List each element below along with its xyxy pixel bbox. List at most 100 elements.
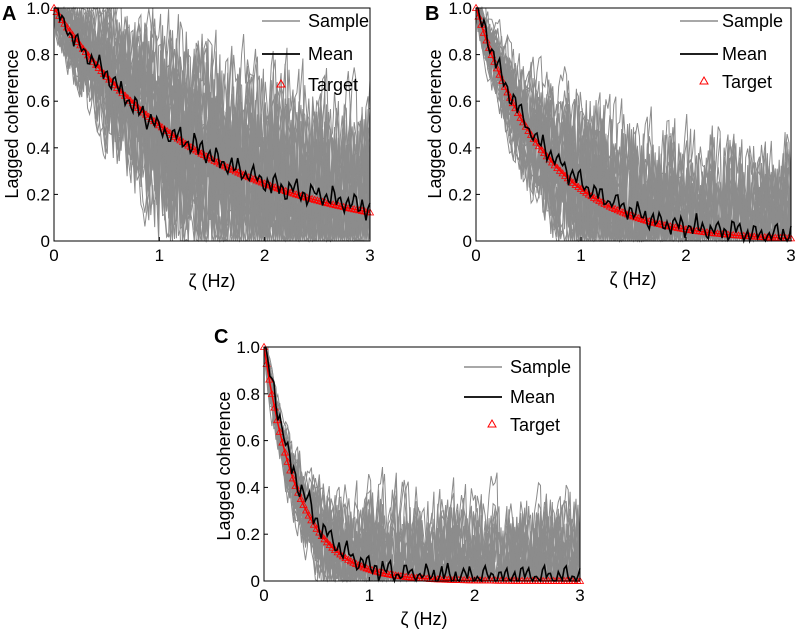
y-tick-label: 0.2 xyxy=(236,525,260,544)
panel-b-legend: Sample Mean Target xyxy=(680,11,783,92)
target-marker xyxy=(575,576,585,584)
target-marker xyxy=(537,145,546,153)
x-tick-label: 3 xyxy=(365,246,374,265)
panel-c-axes: 0 1 2 3 0 0.2 0.4 0.6 0.8 1.0 xyxy=(236,338,584,605)
target-marker xyxy=(320,535,329,543)
x-tick-label: 3 xyxy=(575,586,584,605)
target-marker xyxy=(304,511,313,519)
y-tick-label: 0.4 xyxy=(448,139,472,158)
y-tick-label: 0.8 xyxy=(236,385,260,404)
target-marker xyxy=(482,36,491,44)
legend-target-label: Target xyxy=(722,72,772,92)
panel-a: A 0 1 2 3 0 0.2 0.4 0.6 0.8 1.0 Sample Mean Targe… xyxy=(2,0,375,291)
x-tick-label: 0 xyxy=(259,586,268,605)
target-marker xyxy=(89,57,98,65)
target-marker xyxy=(350,205,359,213)
target-marker xyxy=(275,427,284,435)
panel-a-legend: Sample Mean Target xyxy=(262,11,369,95)
legend-target-marker xyxy=(699,75,709,85)
panel-b-mean xyxy=(476,7,792,244)
x-tick-label: 2 xyxy=(260,246,269,265)
target-marker xyxy=(490,57,499,65)
x-tick-label: 1 xyxy=(155,246,164,265)
y-tick-label: 0.4 xyxy=(236,478,260,497)
panel-a-mean xyxy=(54,7,371,221)
panel-b: B 0 1 2 3 0 0.2 0.4 0.6 0.8 1.0 Sample Mean Targe… xyxy=(425,0,796,289)
panel-a-xlabel: ζ (Hz) xyxy=(189,271,236,291)
panel-c-samples xyxy=(263,346,581,583)
target-marker xyxy=(516,113,525,121)
target-marker xyxy=(265,375,274,383)
panel-c-mean xyxy=(263,346,581,584)
sample-curve xyxy=(475,7,792,242)
target-marker xyxy=(325,540,335,549)
sample-curve xyxy=(54,7,371,243)
panel-b-xlabel: ζ (Hz) xyxy=(610,269,657,289)
y-tick-label: 0.8 xyxy=(26,46,50,65)
x-tick-label: 1 xyxy=(576,246,585,265)
mean-curve xyxy=(476,7,792,244)
target-marker xyxy=(550,161,559,169)
target-marker xyxy=(331,200,340,209)
target-marker xyxy=(342,203,351,211)
y-tick-label: 0 xyxy=(251,572,260,591)
target-marker xyxy=(328,200,338,208)
target-marker xyxy=(519,118,528,126)
target-marker xyxy=(288,474,298,482)
y-tick-label: 0 xyxy=(463,232,472,251)
target-marker xyxy=(668,222,678,230)
mean-curve xyxy=(263,346,581,584)
target-marker xyxy=(283,457,292,465)
legend-sample-label: Sample xyxy=(308,11,369,31)
target-marker xyxy=(323,538,332,546)
target-marker xyxy=(97,66,106,74)
panel-b-ylabel: Lagged coherence xyxy=(425,49,445,198)
y-tick-label: 0.2 xyxy=(448,185,472,204)
target-marker xyxy=(334,201,343,209)
x-tick-label: 2 xyxy=(681,246,690,265)
y-tick-label: 0.6 xyxy=(448,92,472,111)
panel-a-letter: A xyxy=(2,3,16,25)
panel-a-axes: 0 1 2 3 0 0.2 0.4 0.6 0.8 1.0 xyxy=(26,0,374,265)
target-marker xyxy=(673,223,683,231)
x-tick-label: 1 xyxy=(365,586,374,605)
target-marker xyxy=(326,199,335,207)
legend-mean-label: Mean xyxy=(510,387,555,407)
target-marker xyxy=(296,494,306,503)
target-marker xyxy=(118,88,127,97)
target-marker xyxy=(299,500,308,508)
target-marker xyxy=(503,88,512,96)
y-tick-label: 0.8 xyxy=(448,46,472,65)
target-marker xyxy=(267,389,277,398)
target-marker xyxy=(555,166,565,174)
target-marker xyxy=(315,528,324,536)
y-tick-label: 0.6 xyxy=(26,92,50,111)
legend-mean-label: Mean xyxy=(722,44,767,64)
y-tick-label: 0.6 xyxy=(236,432,260,451)
plot-frame xyxy=(263,346,581,582)
target-marker xyxy=(309,520,319,528)
x-tick-label: 0 xyxy=(49,246,58,265)
panel-a-samples xyxy=(53,6,371,243)
x-tick-label: 2 xyxy=(470,586,479,605)
sample-curve xyxy=(53,7,371,243)
target-marker xyxy=(553,163,562,172)
target-marker xyxy=(383,569,392,578)
target-marker xyxy=(113,83,122,91)
target-marker xyxy=(301,506,311,514)
plot-frame xyxy=(53,7,371,242)
target-marker xyxy=(94,63,103,71)
target-marker xyxy=(280,448,290,456)
legend-sample-label: Sample xyxy=(510,357,571,377)
panel-c-xlabel: ζ (Hz) xyxy=(401,609,448,629)
sample-curve xyxy=(53,7,371,242)
target-marker xyxy=(513,108,523,117)
panel-c-legend: Sample Mean Target xyxy=(464,357,571,435)
panel-c-letter: C xyxy=(214,326,228,348)
legend-mean-label: Mean xyxy=(308,44,353,64)
target-marker xyxy=(521,122,531,130)
mean-curve xyxy=(54,7,371,221)
sample-curve xyxy=(54,7,371,242)
y-tick-label: 0.4 xyxy=(26,139,50,158)
